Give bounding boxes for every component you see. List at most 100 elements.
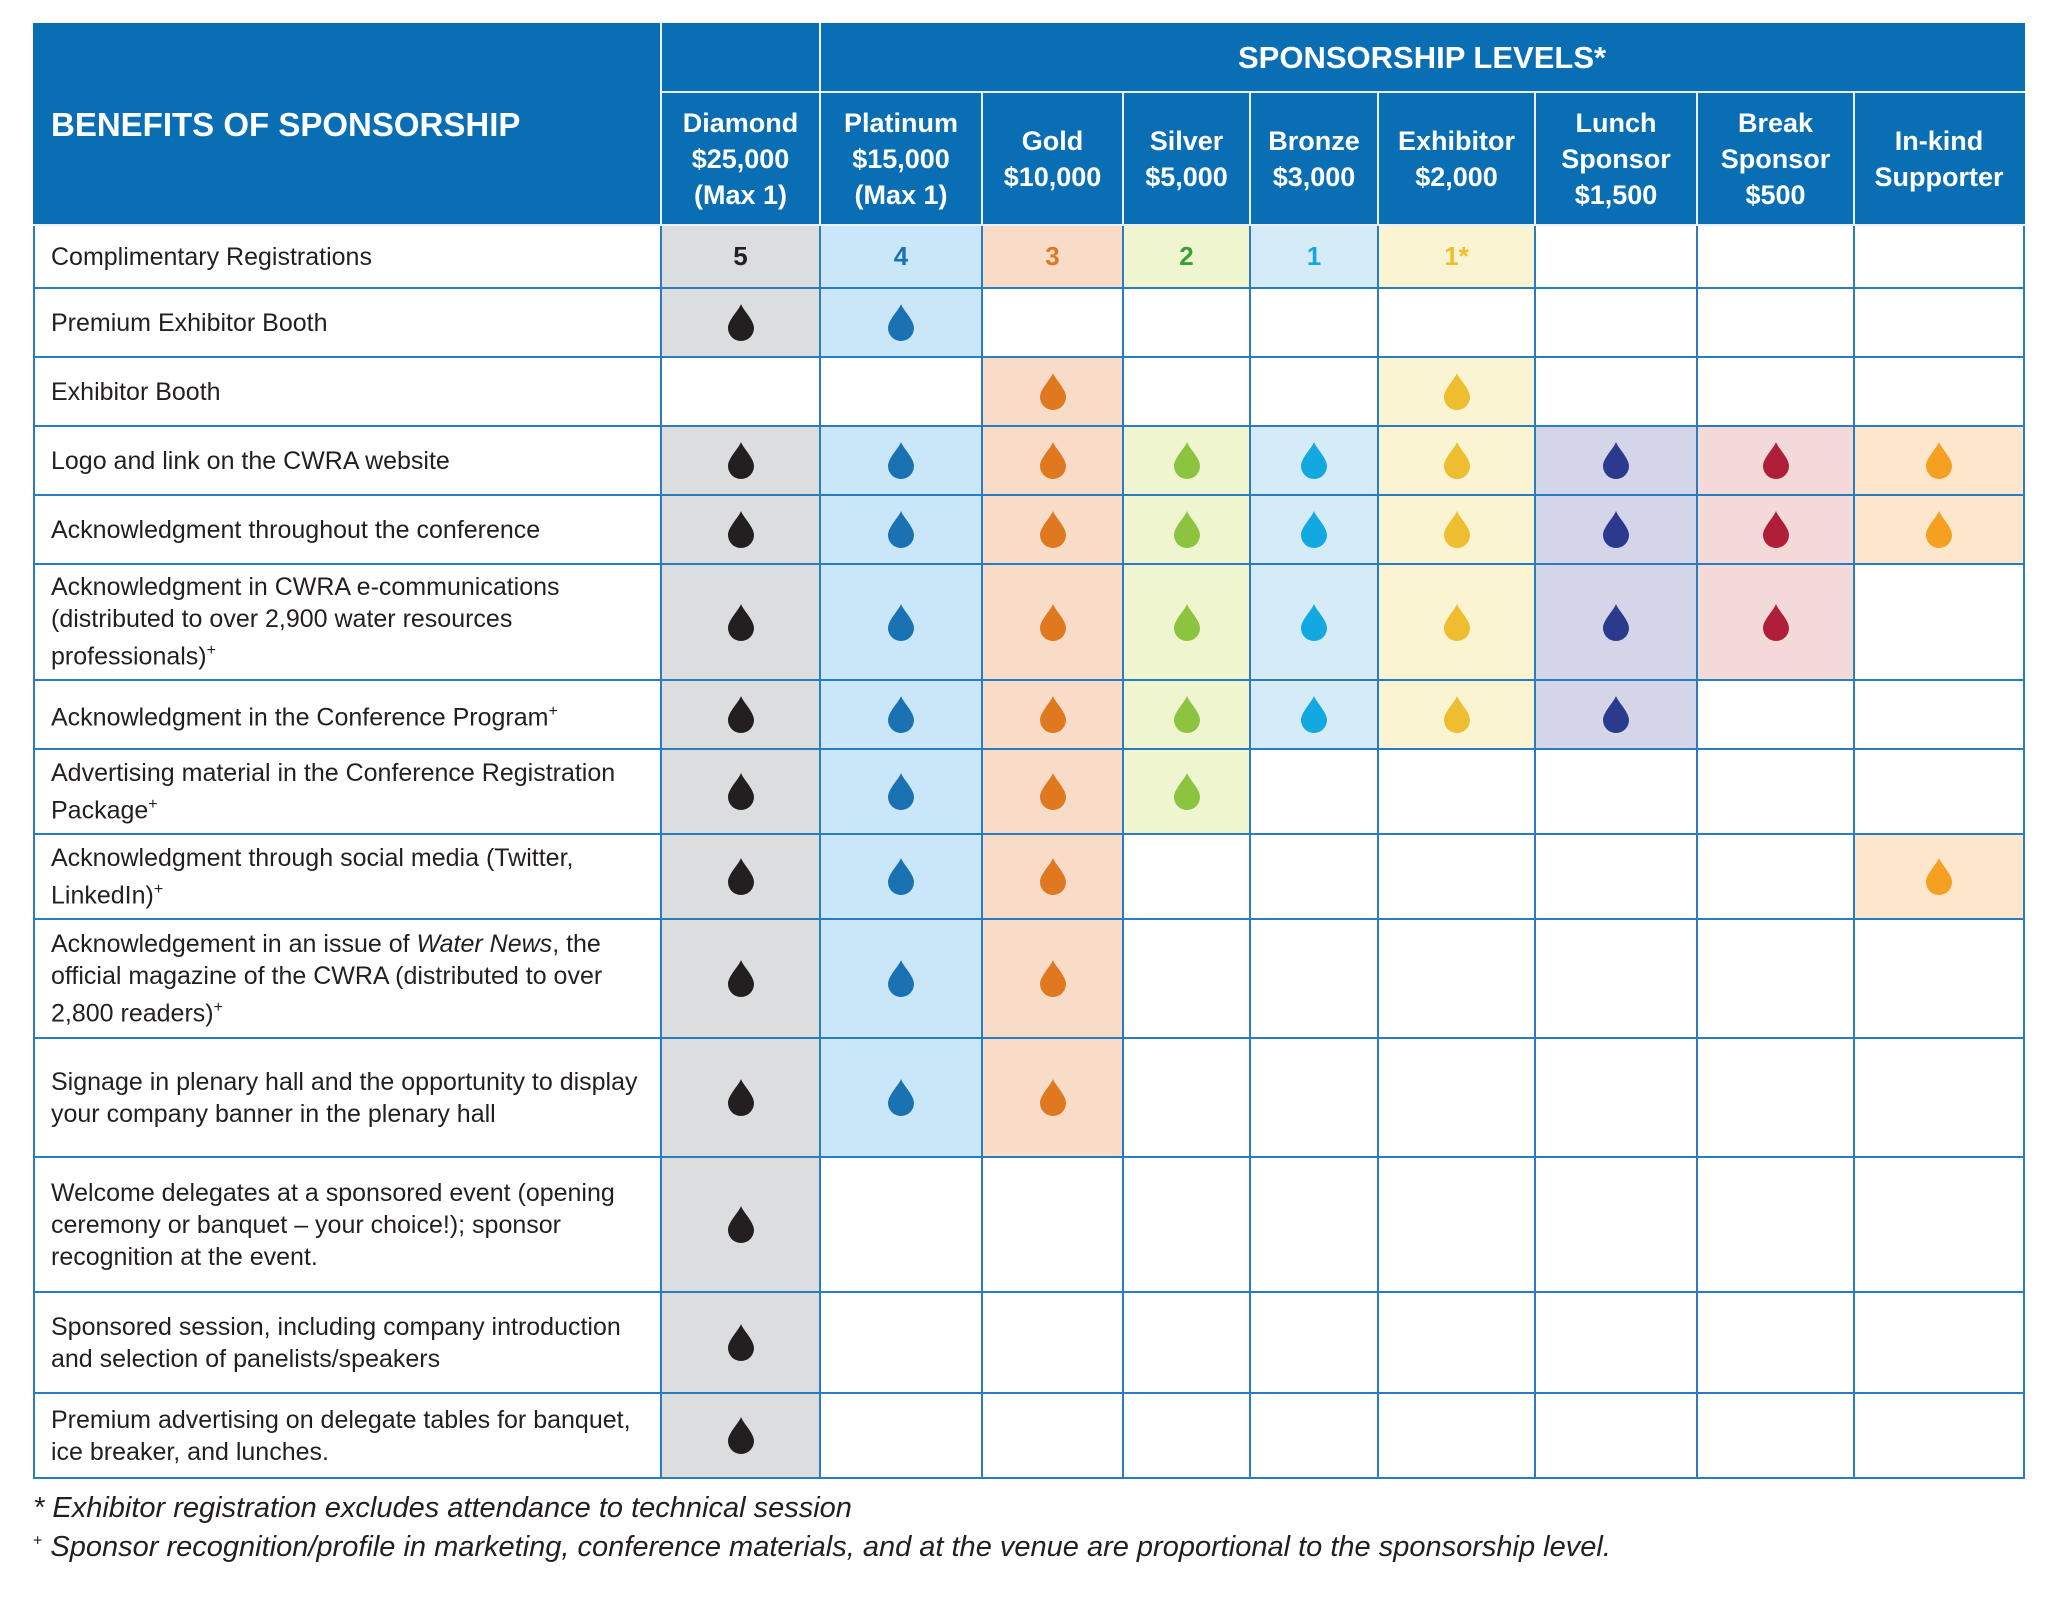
header-row: Diamond $25,000 (Max 1) Platinum $15,000 (Max… [34, 91, 2026, 226]
drop-icon [1301, 696, 1327, 733]
benefit-label: Acknowledgment in CWRA e-communications … [33, 563, 662, 681]
level-cell [1696, 679, 1855, 750]
drop-shape [1762, 511, 1789, 548]
level-cell [1696, 287, 1855, 358]
level-cell [1534, 918, 1698, 1039]
level-cell [1534, 679, 1698, 750]
column-head: In-kind Supporter [1852, 91, 2026, 226]
label-note: + [206, 642, 216, 660]
column-head-line: $10,000 [1003, 161, 1102, 192]
level-cell [819, 1392, 983, 1479]
column-head-line: $5,000 [1145, 161, 1228, 192]
level-cell [1534, 1037, 1698, 1158]
drop-shape [727, 1206, 754, 1243]
level-cell [819, 494, 983, 565]
registration-count: 4 [893, 241, 909, 271]
drop-icon [727, 1324, 754, 1361]
level-cell [660, 833, 821, 920]
level-cell [1122, 1037, 1251, 1158]
drop-shape [1443, 603, 1470, 641]
drop-icon [1039, 858, 1066, 895]
column-head-line: Diamond [682, 107, 799, 138]
level-cell [1852, 918, 2026, 1039]
label-text: Sponsored session, including company int… [51, 1312, 621, 1373]
level-cell [1122, 918, 1251, 1039]
level-cell [981, 287, 1124, 358]
level-cell [1377, 356, 1536, 427]
drop-icon [727, 1206, 754, 1243]
drop-icon [727, 773, 754, 810]
label-text: Signage in plenary hall and the opportun… [51, 1067, 638, 1128]
drop-icon [1039, 960, 1066, 997]
drop-icon [1301, 603, 1327, 641]
drop-icon [888, 511, 914, 548]
drop-shape [1039, 1079, 1066, 1116]
level-cell [819, 748, 983, 835]
column-head-line: In-kind [1894, 125, 1984, 156]
drop-shape [727, 603, 754, 641]
level-cell [1122, 1291, 1251, 1394]
drop-icon [1173, 442, 1200, 479]
drop-icon [1603, 696, 1629, 733]
drop-shape [1762, 603, 1789, 641]
drop-shape [1039, 696, 1066, 733]
level-cell [981, 679, 1124, 750]
level-cell [1696, 1291, 1855, 1394]
level-cell [1852, 833, 2026, 920]
drop-shape [1443, 442, 1470, 479]
drop-shape [1039, 373, 1066, 410]
drop-shape [1173, 696, 1200, 733]
column-head: Gold $10,000 [981, 91, 1124, 226]
level-cell [1534, 356, 1698, 427]
drop-shape [1039, 960, 1066, 997]
drop-icon [1301, 511, 1327, 548]
drop-icon [888, 773, 914, 810]
drop-shape [1039, 858, 1066, 895]
column-head-line: Sponsor [1561, 143, 1671, 174]
drop-icon [888, 442, 914, 479]
drop-icon [1443, 373, 1470, 410]
level-cell [981, 748, 1124, 835]
drop-icon [1926, 511, 1953, 548]
footnote: * Exhibitor registration excludes attend… [33, 1492, 852, 1525]
drop-icon [1443, 511, 1470, 548]
column-head-line: (Max 1) [854, 179, 948, 210]
level-cell: 1 [1249, 224, 1379, 289]
drop-shape [727, 511, 754, 548]
level-cell [1377, 679, 1536, 750]
level-cell: 5 [660, 224, 821, 289]
level-cell [981, 1291, 1124, 1394]
label-text: Acknowledgment throughout the conference [51, 515, 541, 544]
level-cell [819, 287, 983, 358]
level-cell [981, 1156, 1124, 1293]
level-cell [1696, 356, 1855, 427]
drop-icon [888, 858, 914, 895]
level-cell [1852, 679, 2026, 750]
drop-icon [1762, 442, 1789, 479]
label-text: Water News [416, 929, 553, 958]
level-cell [1852, 494, 2026, 565]
level-cell: 3 [981, 224, 1124, 289]
footnote-text: Exhibitor registration excludes attendan… [52, 1492, 852, 1524]
drop-shape [1301, 696, 1327, 733]
level-cell [1852, 563, 2026, 681]
level-cell [660, 1291, 821, 1394]
level-cell [1852, 425, 2026, 496]
level-cell [1249, 563, 1379, 681]
benefit-row: Acknowledgment in CWRA e-communications … [33, 563, 2026, 681]
column-head-line: (Max 1) [693, 179, 788, 210]
level-cell [1249, 1156, 1379, 1293]
level-cell [819, 425, 983, 496]
level-cell [1852, 1392, 2026, 1479]
drop-icon [1039, 696, 1066, 733]
level-cell [1122, 356, 1251, 427]
drop-shape [1926, 511, 1953, 548]
label-note: + [548, 702, 558, 720]
level-cell [1249, 1392, 1379, 1479]
level-cell [819, 833, 983, 920]
label-text: Welcome delegates at a sponsored event (… [51, 1178, 615, 1271]
drop-shape [727, 1324, 754, 1361]
level-cell [1249, 918, 1379, 1039]
level-cell [1377, 1156, 1536, 1293]
table-body: Complimentary Registrations 5 4 3 2 1 1* Premiu… [33, 224, 2026, 1479]
